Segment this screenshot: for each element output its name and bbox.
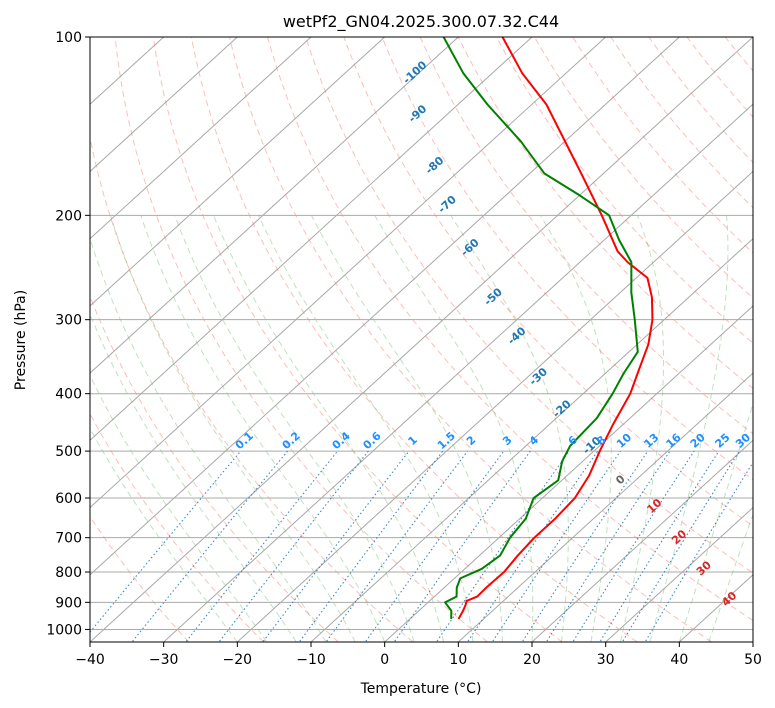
y-tick-label: 400 xyxy=(55,387,82,403)
dry-adiabat-line xyxy=(572,37,753,254)
mixing-ratio-line xyxy=(521,450,649,642)
mixing-ratio-line xyxy=(466,450,599,642)
mixing-ratio-line xyxy=(491,450,621,642)
moist-adiabat-line xyxy=(140,215,386,642)
y-axis-ticks: 100 200 300 400 500 600 700 800 900 1000 xyxy=(46,30,90,638)
y-tick-label: 800 xyxy=(55,565,82,581)
dry-adiabat-line xyxy=(267,37,753,622)
y-tick-label: 900 xyxy=(55,595,82,611)
moist-adiabat-line xyxy=(212,215,445,642)
mixing-ratio-line xyxy=(435,450,570,642)
isotherm-line xyxy=(90,37,533,442)
moist-adiabat-line xyxy=(310,215,504,642)
moist-adiabat-line xyxy=(540,215,612,642)
dry-adiabat-line xyxy=(419,37,753,435)
x-tick-label: 0 xyxy=(380,652,389,668)
mixing-ratio-line xyxy=(185,450,338,642)
isotherm-line xyxy=(236,170,753,642)
x-tick-label: 40 xyxy=(670,652,688,668)
x-tick-label: 50 xyxy=(744,652,762,668)
dry-adiabat-line xyxy=(90,515,190,642)
isotherm-line xyxy=(310,237,753,642)
dry-adiabat-line xyxy=(90,295,339,642)
moist-adiabat-line xyxy=(450,215,569,642)
isotherm-line xyxy=(531,439,753,642)
dry-adiabat-line xyxy=(495,37,753,344)
isotherm-line xyxy=(90,37,238,173)
moist-adiabat-line xyxy=(90,374,268,642)
moist-adiabat-line xyxy=(110,215,356,642)
isotherm-line xyxy=(90,37,312,240)
moist-adiabat-line xyxy=(90,427,238,642)
y-tick-label: 600 xyxy=(55,491,82,507)
temperature-profile xyxy=(457,37,654,620)
mixing-ratio-line xyxy=(218,450,369,642)
moist-adiabat-line xyxy=(374,215,534,642)
y-tick-label: 300 xyxy=(55,313,82,329)
x-tick-label: −30 xyxy=(149,652,179,668)
mixing-ratio-line xyxy=(545,450,671,642)
dry-adiabat-line xyxy=(90,412,264,642)
isotherm-line xyxy=(457,372,753,642)
dewpoint-profile xyxy=(442,37,639,619)
isotherm-line xyxy=(605,506,753,642)
y-tick-label: 700 xyxy=(55,531,82,547)
dry-adiabat-line xyxy=(381,37,753,481)
dry-adiabat-line xyxy=(305,37,753,574)
moist-adiabat-line xyxy=(90,236,327,642)
mixing-ratio-line xyxy=(393,450,531,642)
y-tick-label: 100 xyxy=(55,30,82,46)
y-tick-label: 200 xyxy=(55,208,82,224)
isotherm-line xyxy=(90,37,459,374)
plot-frame xyxy=(89,36,754,643)
x-axis-ticks: −40 −30 −20 −10 0 10 20 30 40 50 xyxy=(75,642,762,668)
moist-adiabat-line xyxy=(619,215,665,642)
mixing-ratio-line xyxy=(599,450,720,642)
isotherm-line xyxy=(90,37,386,307)
isotherm-line xyxy=(90,37,607,509)
x-tick-label: −10 xyxy=(296,652,326,668)
profile-series xyxy=(442,37,654,620)
y-tick-label: 1000 xyxy=(46,622,82,638)
x-tick-label: 20 xyxy=(523,652,541,668)
mixing-ratio-line xyxy=(572,450,695,642)
isotherm-line xyxy=(163,103,753,642)
dry-adiabat-line xyxy=(152,37,563,642)
dry-adiabat-line xyxy=(457,37,753,389)
background-lines xyxy=(90,37,753,642)
x-tick-label: 10 xyxy=(449,652,467,668)
x-axis-label: Temperature (°C) xyxy=(360,681,482,697)
x-tick-label: 30 xyxy=(597,652,615,668)
dry-adiabat-line xyxy=(343,37,753,527)
mixing-ratio-line xyxy=(364,450,505,642)
moist-adiabat-line xyxy=(90,312,297,642)
isotherm-line xyxy=(90,37,680,576)
dry-adiabat-line xyxy=(229,37,713,642)
isotherm-line xyxy=(90,37,753,642)
y-axis-label: Pressure (hPa) xyxy=(13,290,29,390)
mixing-ratio-line xyxy=(131,450,289,642)
moist-adiabat-line xyxy=(257,215,474,642)
chart-title: wetPf2_GN04.2025.300.07.32.C44 xyxy=(283,12,559,32)
x-tick-label: −40 xyxy=(75,652,105,668)
dry-adiabat-line xyxy=(648,37,753,164)
mixing-ratio-line xyxy=(325,450,468,642)
x-tick-label: −20 xyxy=(223,652,253,668)
isotherm-line xyxy=(384,305,753,642)
y-tick-label: 500 xyxy=(55,444,82,460)
